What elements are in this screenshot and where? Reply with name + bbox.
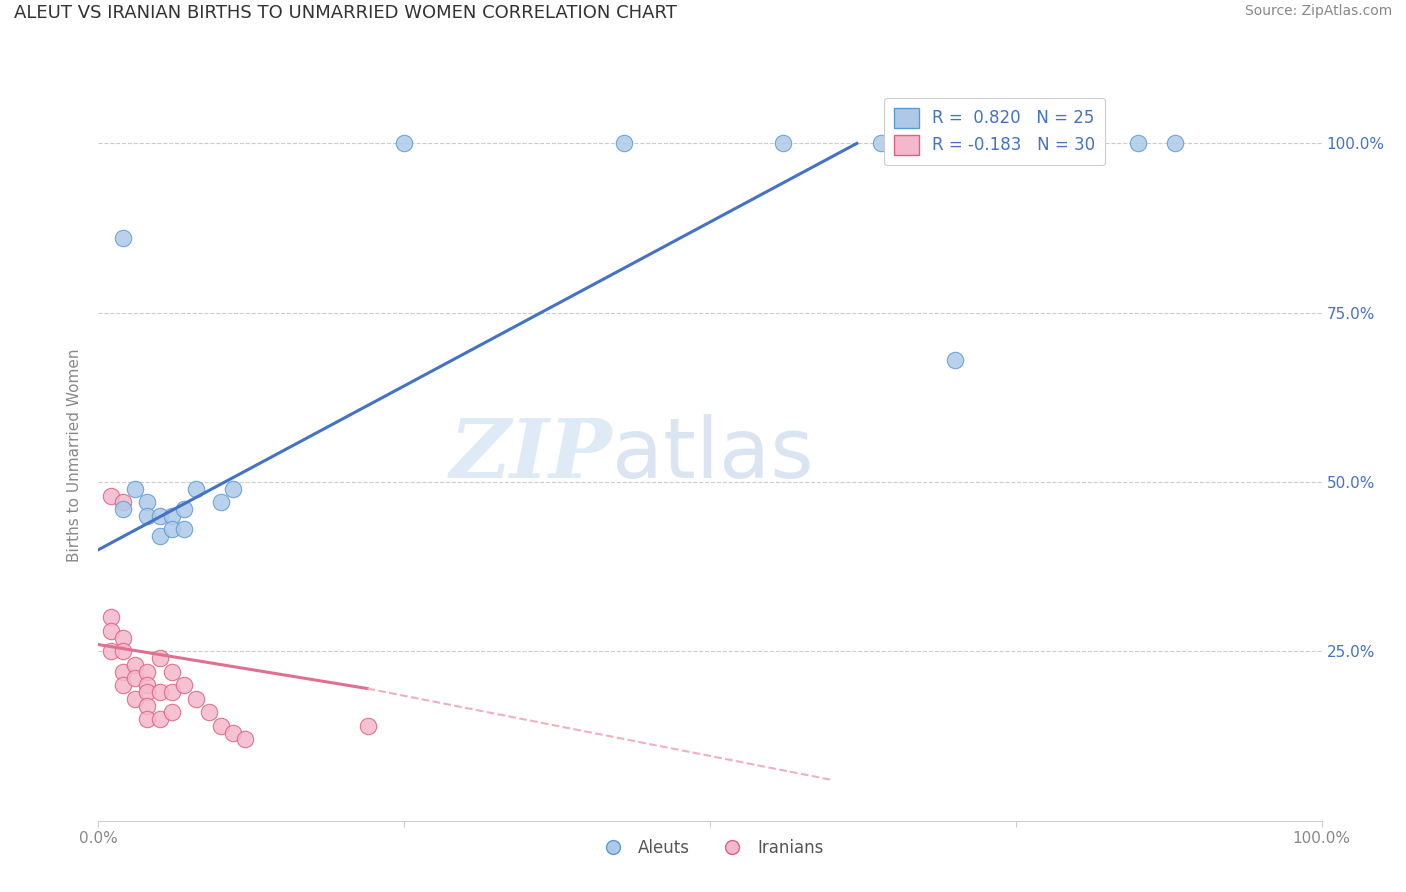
- Point: [1017, 136, 1039, 151]
- Point: [149, 508, 172, 523]
- Point: [111, 631, 134, 645]
- Point: [186, 482, 208, 496]
- Text: ALEUT VS IRANIAN BIRTHS TO UNMARRIED WOMEN CORRELATION CHART: ALEUT VS IRANIAN BIRTHS TO UNMARRIED WOM…: [14, 4, 676, 22]
- Point: [222, 482, 245, 496]
- Y-axis label: Births to Unmarried Women: Births to Unmarried Women: [67, 348, 83, 562]
- Point: [124, 482, 146, 496]
- Point: [160, 665, 183, 679]
- Point: [160, 685, 183, 699]
- Point: [111, 644, 134, 658]
- Text: atlas: atlas: [612, 415, 814, 495]
- Point: [136, 712, 159, 726]
- Point: [1128, 136, 1150, 151]
- Point: [100, 489, 122, 503]
- Point: [136, 698, 159, 713]
- Point: [111, 502, 134, 516]
- Point: [1066, 136, 1088, 151]
- Point: [943, 353, 966, 368]
- Point: [160, 706, 183, 720]
- Point: [136, 495, 159, 509]
- Point: [870, 136, 893, 151]
- Point: [124, 672, 146, 686]
- Point: [920, 136, 942, 151]
- Point: [124, 691, 146, 706]
- Point: [100, 624, 122, 638]
- Text: ZIP: ZIP: [450, 415, 612, 495]
- Point: [160, 508, 183, 523]
- Point: [772, 136, 794, 151]
- Point: [1164, 136, 1187, 151]
- Point: [136, 665, 159, 679]
- Point: [149, 529, 172, 543]
- Point: [233, 732, 256, 747]
- Point: [149, 712, 172, 726]
- Point: [894, 136, 917, 151]
- Point: [209, 495, 232, 509]
- Point: [613, 136, 636, 151]
- Point: [173, 502, 195, 516]
- Point: [111, 665, 134, 679]
- Point: [186, 691, 208, 706]
- Point: [173, 523, 195, 537]
- Point: [111, 495, 134, 509]
- Point: [160, 523, 183, 537]
- Legend: Aleuts, Iranians: Aleuts, Iranians: [591, 832, 830, 863]
- Point: [392, 136, 416, 151]
- Point: [356, 719, 378, 733]
- Point: [100, 644, 122, 658]
- Point: [209, 719, 232, 733]
- Point: [136, 685, 159, 699]
- Point: [197, 706, 219, 720]
- Point: [100, 610, 122, 624]
- Point: [136, 678, 159, 692]
- Point: [124, 657, 146, 672]
- Point: [111, 678, 134, 692]
- Point: [149, 651, 172, 665]
- Point: [136, 508, 159, 523]
- Point: [149, 685, 172, 699]
- Point: [222, 725, 245, 739]
- Point: [173, 678, 195, 692]
- Text: Source: ZipAtlas.com: Source: ZipAtlas.com: [1244, 4, 1392, 19]
- Point: [111, 231, 134, 245]
